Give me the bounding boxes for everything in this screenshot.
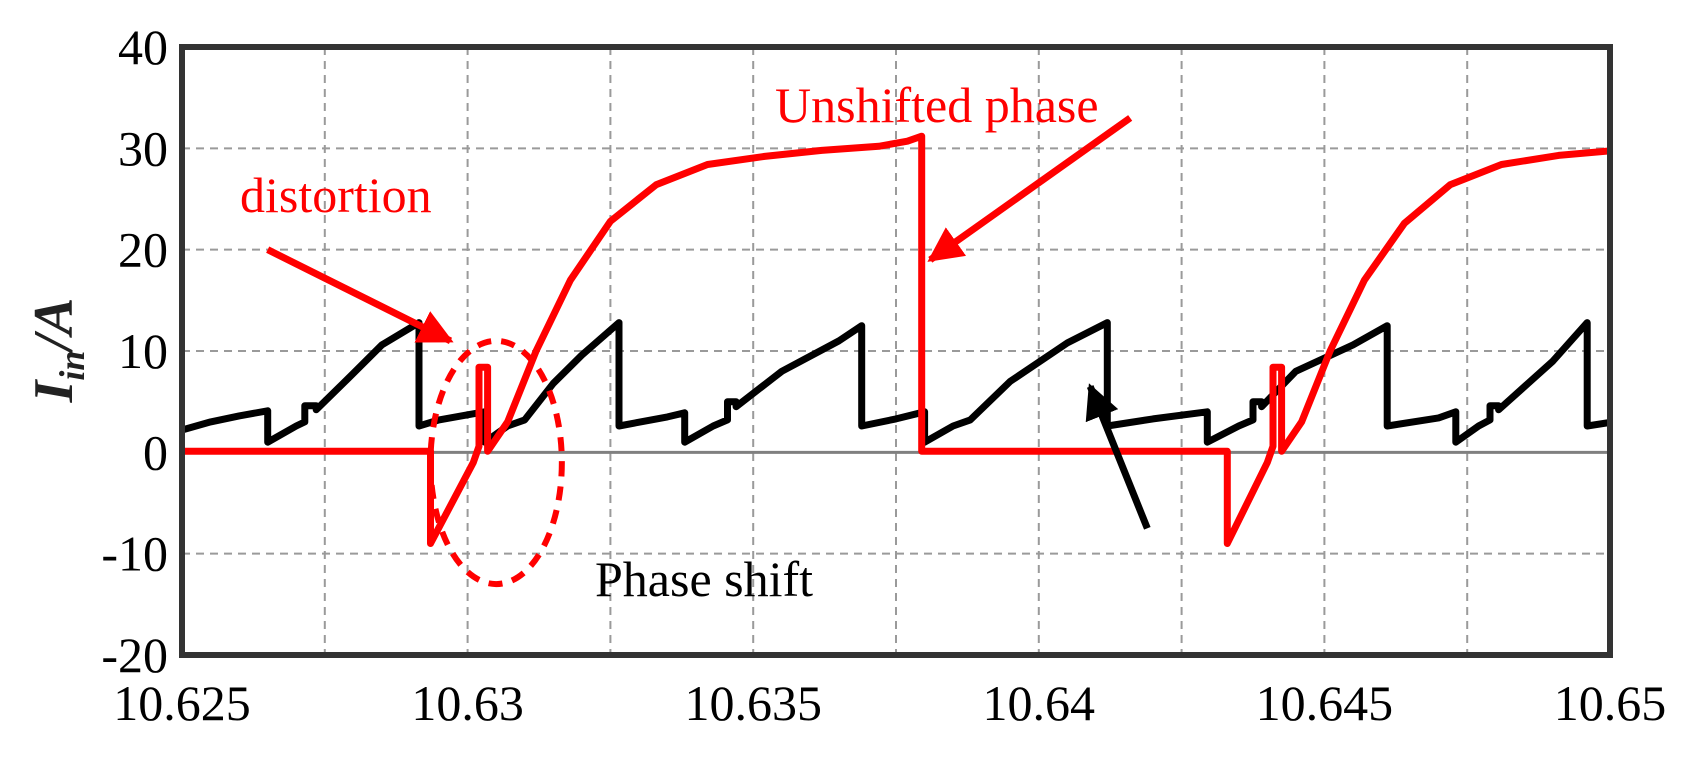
x-tick-label-5: 10.65 <box>1554 675 1667 731</box>
x-axis-ticks: 10.625 10.63 10.635 10.64 10.645 10.65 <box>113 675 1666 731</box>
y-tick-label-6: 40 <box>118 19 168 75</box>
annotation-phase-shift: Phase shift <box>595 551 813 607</box>
x-tick-label-0: 10.625 <box>113 675 251 731</box>
y-tick-label-0: -20 <box>101 627 168 683</box>
x-tick-label-4: 10.645 <box>1256 675 1394 731</box>
y-axis-ticks: -20 -10 0 10 20 30 40 <box>101 19 168 683</box>
y-tick-label-3: 10 <box>118 323 168 379</box>
annotation-distortion: distortion <box>240 167 432 223</box>
y-tick-label-1: -10 <box>101 526 168 582</box>
y-axis-label-subscript: in <box>52 351 92 381</box>
y-axis-label-symbol: I <box>23 378 85 403</box>
distortion-highlight-ellipse <box>427 337 565 588</box>
y-tick-label-5: 30 <box>118 120 168 176</box>
y-tick-label-4: 20 <box>118 222 168 278</box>
annotation-unshifted-phase: Unshifted phase <box>775 77 1099 133</box>
series-line-unshifted <box>182 132 1610 547</box>
x-tick-label-1: 10.63 <box>411 675 524 731</box>
x-tick-label-3: 10.64 <box>983 675 1096 731</box>
phase-shift-arrow <box>1085 383 1151 530</box>
y-axis-label: Iin/A <box>23 298 92 404</box>
distortion-arrow <box>266 246 454 344</box>
x-tick-label-2: 10.635 <box>684 675 822 731</box>
unshifted-phase-arrow <box>927 115 1133 263</box>
y-tick-label-2: 0 <box>143 424 168 480</box>
plot-frame <box>179 44 1613 658</box>
y-axis-label-unit: /A <box>23 298 85 355</box>
